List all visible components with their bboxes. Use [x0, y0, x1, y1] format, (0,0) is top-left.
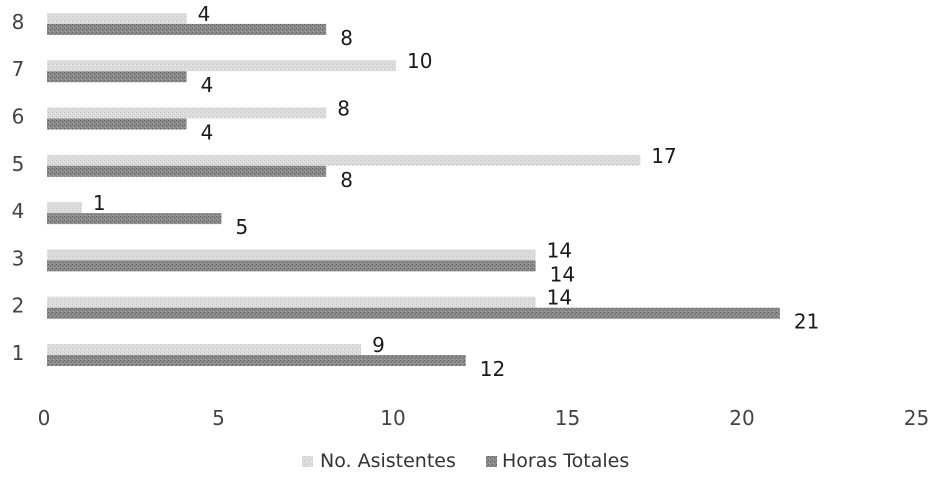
x-axis-tick-labels: 0 5 10 15 20 25: [38, 406, 930, 430]
y-axis-tick-labels: 1 2 3 4 5 6 7 8: [12, 10, 25, 365]
legend-label-asistentes: No. Asistentes: [320, 450, 456, 472]
data-label: 8: [337, 97, 350, 121]
y-tick-label: 7: [12, 57, 25, 81]
data-label: 10: [407, 49, 432, 73]
data-label: 12: [480, 357, 505, 381]
legend: No. Asistentes Horas Totales: [302, 450, 629, 472]
bars-group: [47, 12, 780, 366]
bar-horas: [47, 355, 466, 366]
data-label: 17: [651, 144, 676, 168]
data-label: 4: [198, 2, 211, 26]
y-tick-label: 1: [12, 341, 25, 365]
x-tick-label: 0: [38, 406, 51, 430]
bar-horas: [47, 213, 222, 225]
data-label: 4: [201, 121, 214, 145]
x-tick-label: 25: [904, 406, 929, 430]
data-label: 1: [93, 191, 106, 215]
bar-horas: [47, 260, 536, 272]
y-tick-label: 6: [12, 105, 25, 129]
bar-asistentes: [47, 249, 536, 261]
x-tick-label: 20: [729, 406, 754, 430]
bar-asistentes: [47, 202, 82, 214]
bar-asistentes: [47, 12, 187, 24]
y-tick-label: 5: [12, 152, 25, 176]
x-tick-label: 5: [212, 406, 225, 430]
data-label: 14: [550, 262, 575, 286]
data-label: 4: [201, 73, 214, 97]
x-tick-label: 15: [555, 406, 580, 430]
bar-horas: [47, 165, 327, 177]
data-label: 8: [340, 168, 353, 192]
bar-asistentes: [47, 154, 641, 166]
data-label: 8: [340, 26, 353, 50]
bar-asistentes: [47, 60, 396, 72]
bar-horas: [47, 71, 187, 83]
legend-swatch-horas: [486, 456, 497, 467]
y-tick-label: 3: [12, 246, 25, 270]
x-tick-label: 10: [380, 406, 405, 430]
y-tick-label: 8: [12, 10, 25, 34]
data-label: 14: [547, 238, 572, 262]
y-tick-label: 4: [12, 199, 25, 223]
bar-horas: [47, 23, 327, 35]
data-label: 5: [236, 215, 249, 239]
legend-label-horas: Horas Totales: [502, 450, 629, 472]
bar-horas: [47, 307, 780, 319]
bar-asistentes: [47, 344, 362, 355]
data-label: 21: [794, 310, 819, 334]
bar-horas: [47, 118, 187, 130]
y-tick-label: 2: [12, 294, 25, 318]
bar-asistentes: [47, 107, 327, 119]
bar-asistentes: [47, 296, 536, 308]
legend-swatch-asistentes: [302, 456, 313, 467]
data-label: 9: [372, 333, 385, 357]
data-label: 14: [547, 286, 572, 310]
